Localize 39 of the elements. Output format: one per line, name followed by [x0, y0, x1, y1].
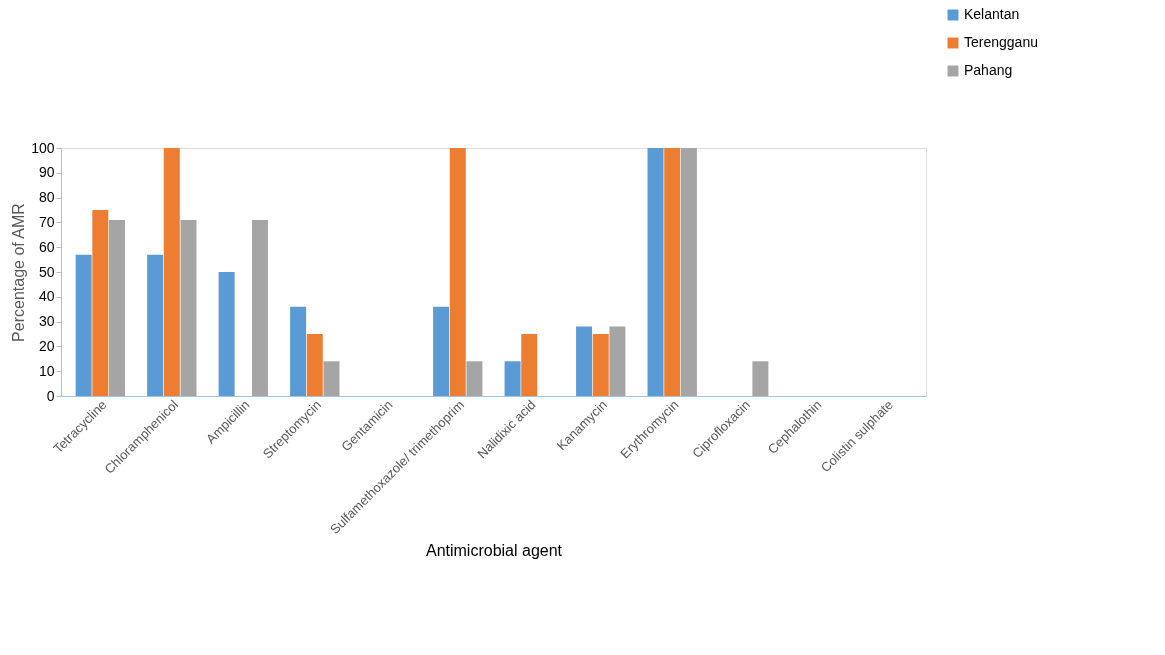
y-tick-label: 0	[46, 387, 55, 404]
y-tick-label: 50	[38, 263, 55, 280]
bar	[752, 361, 769, 396]
bar	[180, 219, 197, 396]
bar	[576, 326, 593, 396]
bar	[290, 306, 307, 396]
y-axis-title: Percentage of AMR	[10, 203, 28, 342]
bar	[592, 334, 609, 396]
y-tick-label: 80	[38, 189, 55, 206]
bar	[609, 326, 626, 396]
y-tick-label: 90	[38, 164, 55, 181]
bar	[251, 219, 268, 396]
bar	[218, 272, 235, 396]
y-tick-label: 10	[38, 362, 55, 379]
bar	[75, 254, 92, 396]
y-tick-label: 100	[31, 139, 55, 156]
bar	[92, 210, 109, 396]
x-axis-title: Antimicrobial agent	[425, 541, 563, 559]
legend-label: Terengganu	[964, 34, 1038, 50]
bar	[647, 148, 664, 396]
bar	[147, 254, 164, 396]
bar	[504, 361, 521, 396]
y-tick-label: 20	[38, 337, 55, 354]
bar	[433, 306, 450, 396]
bar	[680, 148, 697, 396]
bar	[664, 148, 681, 396]
bar	[323, 361, 340, 396]
y-tick-label: 40	[38, 288, 55, 305]
bar	[449, 148, 466, 396]
y-tick-label: 60	[38, 238, 55, 255]
bar	[521, 334, 538, 396]
legend-label: Kelantan	[964, 6, 1020, 22]
bar	[466, 361, 483, 396]
y-tick-label: 70	[38, 213, 55, 230]
y-tick-label: 30	[38, 313, 55, 330]
legend-label: Pahang	[964, 62, 1013, 78]
bar	[306, 334, 323, 396]
bar	[163, 148, 180, 396]
bar	[109, 219, 125, 396]
